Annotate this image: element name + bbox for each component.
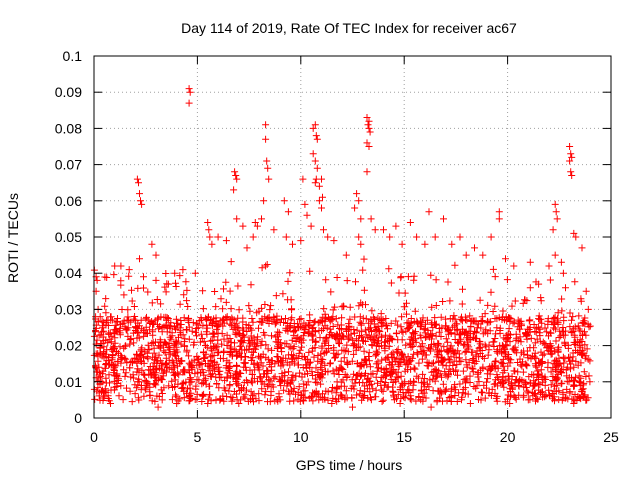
y-tick-label: 0.03 — [55, 301, 82, 317]
y-tick-label: 0.07 — [55, 157, 82, 173]
y-tick-label: 0.04 — [55, 265, 82, 281]
x-tick-label: 5 — [194, 429, 202, 445]
y-tick-label: 0.02 — [55, 338, 82, 354]
tick-labels: 0 0.01 0.02 0.03 0.04 0.05 0.06 0.07 0.08 0.09 0.1… — [55, 48, 619, 445]
x-tick-label: 20 — [500, 429, 516, 445]
data-points — [90, 85, 594, 411]
x-axis-label: GPS time / hours — [296, 457, 403, 473]
y-tick-label: 0.05 — [55, 229, 82, 245]
grid-lines — [94, 56, 611, 418]
y-tick-label: 0.09 — [55, 84, 82, 100]
y-tick-label: 0.08 — [55, 120, 82, 136]
y-tick-label: 0.06 — [55, 193, 82, 209]
scatter-markers — [90, 85, 594, 411]
axis-ticks — [93, 55, 612, 419]
x-tick-label: 10 — [293, 429, 309, 445]
y-tick-label: 0.01 — [55, 374, 82, 390]
y-tick-label: 0 — [74, 410, 82, 426]
x-tick-label: 25 — [603, 429, 619, 445]
x-tick-label: 15 — [396, 429, 412, 445]
x-tick-label: 0 — [90, 429, 98, 445]
y-axis-label: ROTI / TECUs — [5, 193, 21, 283]
chart-title: Day 114 of 2019, Rate Of TEC Index for r… — [181, 20, 517, 36]
y-tick-label: 0.1 — [63, 48, 83, 64]
